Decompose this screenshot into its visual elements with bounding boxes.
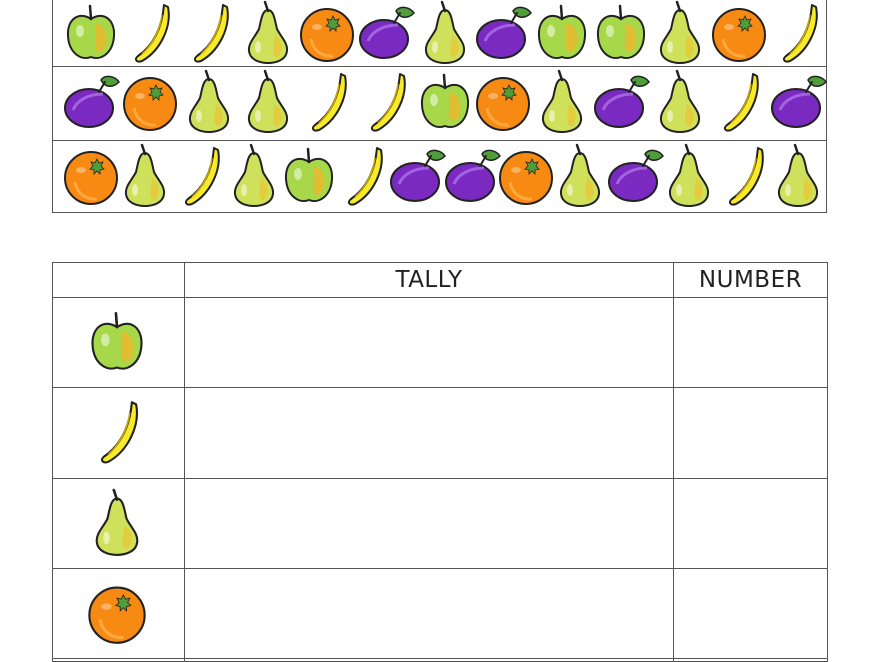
plum-icon: [605, 144, 665, 208]
banana-icon: [179, 1, 239, 65]
pear-icon: [550, 143, 610, 208]
plum-icon: [591, 70, 651, 134]
pear-icon: [179, 69, 239, 134]
apple-icon: [85, 308, 149, 376]
orange-icon: [496, 144, 556, 208]
plum-icon: [61, 70, 121, 134]
banana-icon: [714, 144, 774, 208]
row-divider: [53, 297, 827, 298]
pear-icon: [650, 0, 710, 65]
orange-icon: [473, 70, 533, 134]
pear-icon: [768, 143, 828, 208]
tally-cell-banana[interactable]: [185, 388, 673, 478]
row-divider: [53, 568, 827, 569]
row-divider: [53, 478, 827, 479]
pear-icon: [238, 0, 298, 65]
plum-icon: [387, 144, 447, 208]
plum-icon: [473, 1, 533, 65]
banana-icon: [356, 70, 416, 134]
apple-icon: [279, 144, 339, 208]
banana-icon: [297, 70, 357, 134]
orange-icon: [297, 1, 357, 65]
orange-icon: [709, 1, 769, 65]
banana-icon: [120, 1, 180, 65]
banana-icon: [768, 1, 828, 65]
fruit-column-header: [53, 263, 184, 297]
orange-icon: [120, 70, 180, 134]
plum-icon: [356, 1, 416, 65]
number-cell-apple[interactable]: [674, 298, 827, 387]
tally-column-header: TALLY: [395, 267, 463, 293]
pear-icon: [115, 143, 175, 208]
banana-icon: [333, 144, 393, 208]
number-cell-pear[interactable]: [674, 479, 827, 568]
banana-icon: [709, 70, 769, 134]
pear-icon: [224, 143, 284, 208]
column-divider: [184, 263, 185, 661]
pear-icon: [415, 0, 475, 65]
banana-icon: [170, 144, 230, 208]
tally-cell-apple[interactable]: [185, 298, 673, 387]
tally-cell-pear[interactable]: [185, 479, 673, 568]
number-cell-banana[interactable]: [674, 388, 827, 478]
tally-table: TALLY NUMBER: [52, 262, 828, 662]
orange-icon: [61, 144, 121, 208]
fruit-picture-grid: [52, 0, 827, 213]
pear-icon: [85, 488, 149, 557]
pear-icon: [532, 69, 592, 134]
plum-icon: [768, 70, 828, 134]
plum-icon: [442, 144, 502, 208]
column-divider: [673, 263, 674, 661]
row-divider: [53, 387, 827, 388]
pear-icon: [238, 69, 298, 134]
tally-cell-orange[interactable]: [185, 569, 673, 658]
apple-icon: [61, 1, 121, 65]
banana-icon: [85, 398, 149, 466]
apple-icon: [591, 1, 651, 65]
apple-icon: [532, 1, 592, 65]
pear-icon: [650, 69, 710, 134]
number-column-header: NUMBER: [698, 267, 803, 293]
row-divider: [53, 658, 827, 659]
pear-icon: [659, 143, 719, 208]
fruit-row-3: [53, 140, 826, 212]
fruit-row-2: [53, 66, 828, 138]
fruit-row-1: [53, 0, 826, 70]
apple-icon: [415, 70, 475, 134]
orange-icon: [85, 579, 149, 647]
number-cell-orange[interactable]: [674, 569, 827, 658]
